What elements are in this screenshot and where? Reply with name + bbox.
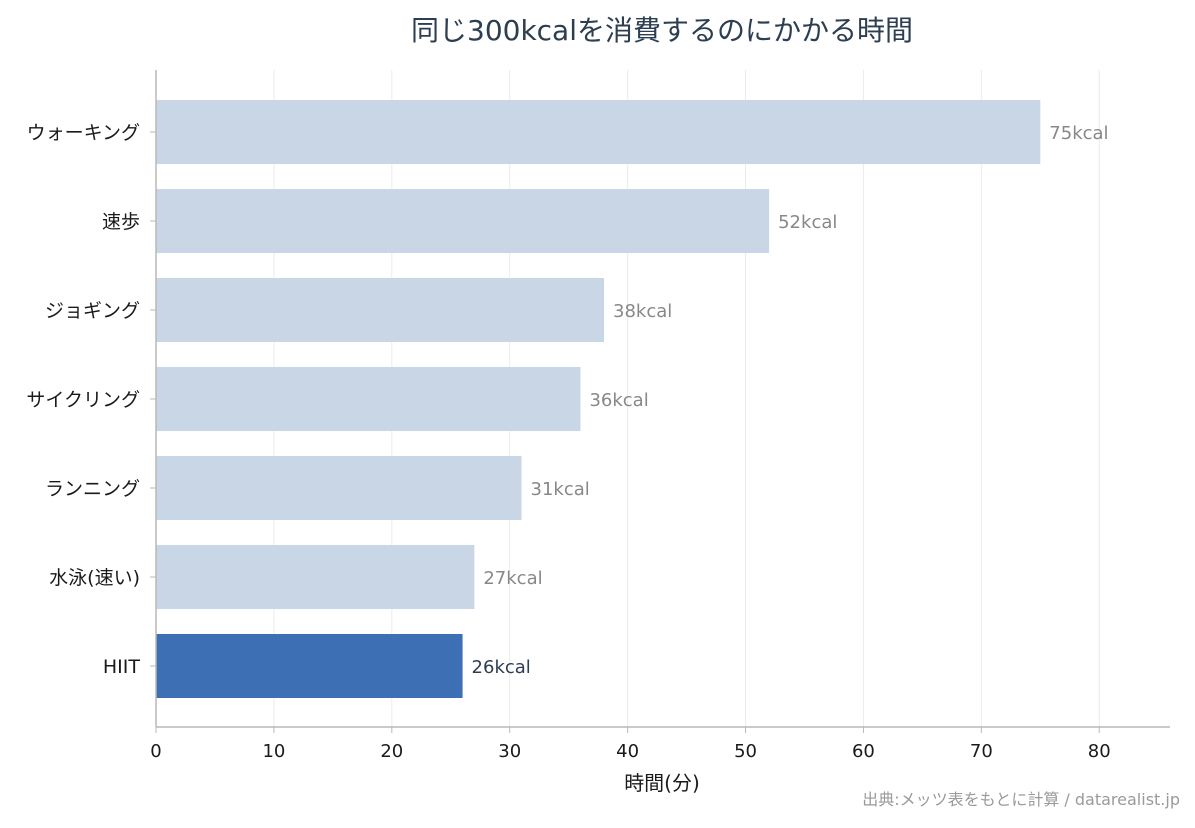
- data-label: 27kcal: [483, 568, 542, 589]
- data-label: 75kcal: [1049, 123, 1108, 144]
- x-axis-label: 時間(分): [624, 771, 700, 795]
- x-tick-label: 70: [970, 741, 993, 762]
- x-tick-label: 30: [498, 741, 521, 762]
- x-tick-label: 0: [150, 741, 161, 762]
- bars: 75kcal 52kcal 38kcal 36kcal 31kcal 27kcal 26kc…: [156, 100, 1109, 698]
- source-note: 出典:メッツ表をもとに計算 / datarealist.jp: [862, 790, 1180, 809]
- x-tick-label: 80: [1088, 741, 1111, 762]
- bar: [156, 456, 522, 520]
- axes: 0 10 20 30 40 50 60 70 80 ウォーキング速歩ジョギングサイクリングランニン…: [26, 70, 1170, 762]
- x-tick-label: 50: [734, 741, 757, 762]
- category-label: ウォーキング: [27, 122, 140, 144]
- data-label: 36kcal: [589, 390, 648, 411]
- x-tick-label: 20: [380, 741, 403, 762]
- data-label: 26kcal: [472, 657, 531, 678]
- category-label: HIIT: [103, 656, 140, 678]
- data-label: 38kcal: [613, 301, 672, 322]
- x-tick-label: 40: [616, 741, 639, 762]
- bar: [156, 367, 581, 431]
- x-tick-label: 60: [852, 741, 875, 762]
- category-label: ランニング: [45, 478, 140, 500]
- category-label: 水泳(速い): [49, 567, 140, 589]
- bar: [156, 545, 475, 609]
- data-label: 31kcal: [531, 479, 590, 500]
- bar: [156, 634, 463, 698]
- category-label: 速歩: [102, 211, 140, 233]
- bar: [156, 100, 1041, 164]
- bar: [156, 189, 770, 253]
- category-label: サイクリング: [26, 389, 140, 411]
- x-tick-label: 10: [262, 741, 285, 762]
- bar: [156, 278, 605, 342]
- data-label: 52kcal: [778, 212, 837, 233]
- chart-title: 同じ300kcalを消費するのにかかる時間: [411, 14, 913, 47]
- category-label: ジョギング: [45, 300, 140, 322]
